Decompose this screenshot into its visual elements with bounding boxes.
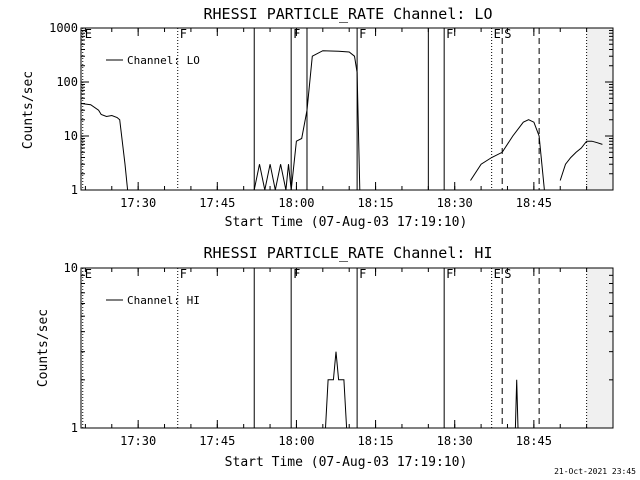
hi-chart-title: RHESSI PARTICLE_RATE Channel: HI [204, 244, 493, 262]
lo-x-tick-label: 18:45 [516, 196, 552, 210]
hi-x-tick-label: 17:30 [120, 434, 156, 448]
lo-event-label: F [446, 27, 453, 41]
lo-series-line [470, 119, 545, 190]
hi-legend-label: Channel: HI [127, 294, 200, 307]
lo-x-tick-label: 18:15 [358, 196, 394, 210]
lo-event-label: S [504, 27, 511, 41]
lo-event-label: E [85, 27, 92, 41]
lo-channel-panel: RHESSI PARTICLE_RATE Channel: LO Counts/… [21, 5, 614, 230]
lo-y-tick-label: 100 [56, 75, 78, 89]
lo-legend-label: Channel: LO [127, 54, 200, 67]
hi-plot-frame [80, 267, 614, 429]
hi-series-line [514, 379, 519, 428]
lo-y-axis-label: Counts/sec [21, 71, 36, 149]
hi-channel-panel: RHESSI PARTICLE_RATE Channel: HI Counts/… [36, 244, 614, 470]
lo-event-label: F [359, 27, 366, 41]
lo-event-label: F [293, 27, 300, 41]
lo-shaded-region [586, 28, 613, 190]
lo-series-line [559, 140, 603, 181]
lo-series-line [81, 103, 129, 190]
lo-y-tick-label: 10 [64, 129, 78, 143]
generation-timestamp: 21-Oct-2021 23:45 [554, 467, 636, 476]
hi-event-label: F [293, 267, 300, 281]
lo-series-line [253, 50, 361, 190]
hi-event-label: F [446, 267, 453, 281]
hi-series-line [325, 351, 348, 428]
lo-x-tick-label: 18:30 [437, 196, 473, 210]
hi-x-tick-label: 18:30 [437, 434, 473, 448]
hi-x-axis-label: Start Time (07-Aug-03 17:19:10) [225, 455, 468, 470]
hi-y-tick-label: 1 [71, 421, 78, 435]
hi-event-label: F [359, 267, 366, 281]
lo-event-label: F [180, 27, 187, 41]
hi-x-tick-label: 17:45 [199, 434, 235, 448]
lo-y-tick-label: 1000 [49, 21, 78, 35]
hi-event-label: E [85, 267, 92, 281]
hi-x-tick-label: 18:00 [278, 434, 314, 448]
lo-event-label: E [494, 27, 501, 41]
lo-y-tick-label: 1 [71, 183, 78, 197]
hi-event-label: F [180, 267, 187, 281]
hi-x-tick-label: 18:45 [516, 434, 552, 448]
hi-x-tick-label: 18:15 [358, 434, 394, 448]
lo-x-tick-label: 17:30 [120, 196, 156, 210]
lo-x-axis-label: Start Time (07-Aug-03 17:19:10) [225, 215, 468, 230]
hi-shaded-region [586, 268, 613, 428]
lo-plot-frame [80, 27, 614, 191]
lo-x-tick-label: 17:45 [199, 196, 235, 210]
hi-event-label: E [494, 267, 501, 281]
lo-x-tick-label: 18:00 [278, 196, 314, 210]
lo-chart-title: RHESSI PARTICLE_RATE Channel: LO [204, 5, 493, 23]
hi-y-axis-label: Counts/sec [36, 309, 51, 387]
hi-y-tick-label: 10 [64, 261, 78, 275]
hi-event-label: S [504, 267, 511, 281]
